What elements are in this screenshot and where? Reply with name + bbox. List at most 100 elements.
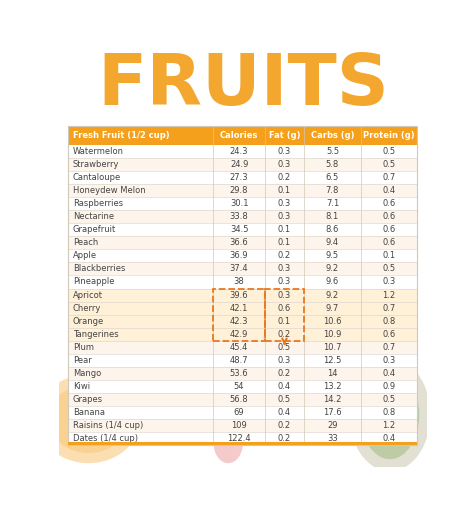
Text: 0.2: 0.2 bbox=[278, 421, 291, 430]
Text: 10.7: 10.7 bbox=[323, 343, 342, 352]
Text: 0.4: 0.4 bbox=[383, 434, 396, 443]
Text: Apple: Apple bbox=[73, 251, 97, 260]
Text: 29: 29 bbox=[327, 421, 337, 430]
Text: 10.6: 10.6 bbox=[323, 317, 342, 326]
Text: 8.6: 8.6 bbox=[326, 225, 339, 234]
Text: 0.5: 0.5 bbox=[278, 395, 291, 404]
Text: 0.7: 0.7 bbox=[383, 303, 396, 312]
Text: Peach: Peach bbox=[73, 238, 98, 247]
Bar bbox=[265, 289, 304, 341]
Bar bbox=[68, 158, 418, 171]
Text: Pear: Pear bbox=[73, 356, 91, 365]
Text: 0.3: 0.3 bbox=[383, 356, 396, 365]
Text: 0.1: 0.1 bbox=[278, 317, 291, 326]
Text: 0.1: 0.1 bbox=[383, 251, 396, 260]
Text: 0.4: 0.4 bbox=[278, 408, 291, 417]
Text: 7.1: 7.1 bbox=[326, 200, 339, 208]
Text: 1.2: 1.2 bbox=[383, 421, 396, 430]
Ellipse shape bbox=[48, 384, 129, 453]
Text: 12.5: 12.5 bbox=[323, 356, 342, 365]
Text: 0.5: 0.5 bbox=[383, 395, 396, 404]
Bar bbox=[68, 354, 418, 367]
Text: Nectarine: Nectarine bbox=[73, 212, 114, 222]
Text: 45.4: 45.4 bbox=[230, 343, 248, 352]
Bar bbox=[68, 125, 418, 145]
Text: 30.1: 30.1 bbox=[230, 200, 248, 208]
Bar bbox=[68, 393, 418, 406]
Bar bbox=[68, 380, 418, 393]
Bar bbox=[68, 406, 418, 419]
Text: 24.3: 24.3 bbox=[230, 147, 248, 156]
Text: Cherry: Cherry bbox=[73, 303, 101, 312]
Text: 36.9: 36.9 bbox=[230, 251, 248, 260]
Text: Fat (g): Fat (g) bbox=[269, 131, 300, 140]
Bar bbox=[68, 314, 418, 328]
Text: 0.9: 0.9 bbox=[383, 382, 396, 391]
Text: Protein (g): Protein (g) bbox=[364, 131, 415, 140]
Text: 9.7: 9.7 bbox=[326, 303, 339, 312]
Bar bbox=[68, 341, 418, 354]
Text: Orange: Orange bbox=[73, 317, 104, 326]
Bar bbox=[68, 171, 418, 184]
Text: 0.7: 0.7 bbox=[383, 173, 396, 182]
Text: 34.5: 34.5 bbox=[230, 225, 248, 234]
Bar bbox=[68, 262, 418, 276]
Text: 0.8: 0.8 bbox=[383, 408, 396, 417]
Text: 42.3: 42.3 bbox=[230, 317, 248, 326]
Text: Strawberry: Strawberry bbox=[73, 160, 119, 169]
Text: Grapes: Grapes bbox=[73, 395, 103, 404]
Text: 0.5: 0.5 bbox=[383, 265, 396, 274]
Text: 9.4: 9.4 bbox=[326, 238, 339, 247]
Text: 14.2: 14.2 bbox=[323, 395, 342, 404]
Text: Honeydew Melon: Honeydew Melon bbox=[73, 186, 146, 195]
Text: Raspberries: Raspberries bbox=[73, 200, 123, 208]
Text: 0.6: 0.6 bbox=[383, 225, 396, 234]
Text: 39.6: 39.6 bbox=[230, 290, 248, 300]
Text: 0.2: 0.2 bbox=[278, 330, 291, 339]
Text: 0.3: 0.3 bbox=[278, 356, 291, 365]
Text: 48.7: 48.7 bbox=[230, 356, 248, 365]
Text: 0.5: 0.5 bbox=[383, 147, 396, 156]
Text: 54: 54 bbox=[234, 382, 244, 391]
Text: 0.2: 0.2 bbox=[278, 369, 291, 378]
Text: 6.5: 6.5 bbox=[326, 173, 339, 182]
Bar bbox=[68, 223, 418, 236]
Text: 33.8: 33.8 bbox=[230, 212, 248, 222]
Text: 14: 14 bbox=[327, 369, 337, 378]
Bar bbox=[68, 367, 418, 380]
Text: 0.7: 0.7 bbox=[383, 343, 396, 352]
Bar bbox=[68, 328, 418, 341]
Text: 0.8: 0.8 bbox=[383, 317, 396, 326]
Text: Pineapple: Pineapple bbox=[73, 278, 114, 287]
Text: 0.6: 0.6 bbox=[383, 330, 396, 339]
Text: 29.8: 29.8 bbox=[230, 186, 248, 195]
Ellipse shape bbox=[213, 423, 243, 463]
Text: 1.2: 1.2 bbox=[383, 290, 396, 300]
Text: Fresh Fruit (1/2 cup): Fresh Fruit (1/2 cup) bbox=[73, 131, 170, 140]
Text: Kiwi: Kiwi bbox=[73, 382, 90, 391]
Text: 0.4: 0.4 bbox=[383, 186, 396, 195]
Text: 0.5: 0.5 bbox=[278, 343, 291, 352]
Text: 37.4: 37.4 bbox=[230, 265, 248, 274]
Text: 0.4: 0.4 bbox=[278, 382, 291, 391]
Text: Tangerines: Tangerines bbox=[73, 330, 118, 339]
Text: 122.4: 122.4 bbox=[227, 434, 251, 443]
Text: Carbs (g): Carbs (g) bbox=[310, 131, 354, 140]
Text: Mango: Mango bbox=[73, 369, 101, 378]
Text: 0.3: 0.3 bbox=[278, 278, 291, 287]
Text: Grapefruit: Grapefruit bbox=[73, 225, 116, 234]
Text: 0.3: 0.3 bbox=[278, 160, 291, 169]
Bar bbox=[68, 145, 418, 158]
Text: 0.2: 0.2 bbox=[278, 434, 291, 443]
Bar bbox=[68, 236, 418, 249]
Text: 0.3: 0.3 bbox=[278, 200, 291, 208]
Bar bbox=[68, 301, 418, 314]
Text: Banana: Banana bbox=[73, 408, 105, 417]
Text: Calories: Calories bbox=[220, 131, 258, 140]
Text: 0.4: 0.4 bbox=[383, 369, 396, 378]
Ellipse shape bbox=[360, 370, 419, 459]
Text: 36.6: 36.6 bbox=[230, 238, 248, 247]
Text: 0.2: 0.2 bbox=[278, 173, 291, 182]
Text: 109: 109 bbox=[231, 421, 247, 430]
Text: 9.2: 9.2 bbox=[326, 290, 339, 300]
